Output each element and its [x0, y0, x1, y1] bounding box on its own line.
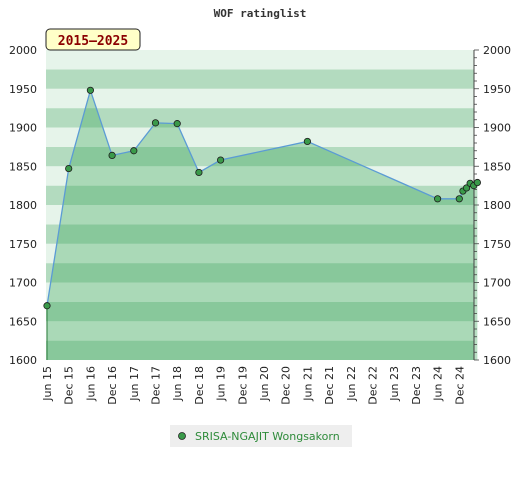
grid-band	[46, 69, 474, 89]
x-tick-label: Dec 20	[280, 366, 293, 405]
y-tick-label-right: 1750	[483, 238, 511, 251]
x-tick-label: Dec 23	[410, 366, 423, 405]
grid-band	[46, 108, 474, 128]
y-tick-label: 1950	[9, 83, 37, 96]
plot-background-bands	[46, 50, 474, 360]
grid-band	[46, 321, 474, 341]
y-tick-label: 1750	[9, 238, 37, 251]
y-tick-label: 1600	[9, 354, 37, 367]
y-axis-right: 1600 1650 1700 1750 1800 1850 1900 1950 2000	[473, 44, 511, 367]
period-label: 2015–2025	[58, 34, 128, 49]
chart-title: WOF ratinglist	[214, 7, 307, 20]
grid-band	[46, 166, 474, 186]
x-tick-label: Dec 17	[150, 366, 163, 405]
grid-band	[46, 263, 474, 283]
y-tick-label: 1800	[9, 199, 37, 212]
grid-band	[46, 301, 474, 322]
grid-band	[46, 127, 474, 147]
x-tick-label: Jun 17	[128, 366, 141, 402]
data-point[interactable]: 2019-06: 1858	[217, 156, 225, 164]
x-tick-label: Jun 20	[258, 366, 271, 402]
data-point[interactable]: 2024-12: 1808	[455, 195, 463, 203]
y-tick-label-right: 1650	[483, 315, 511, 328]
y-tick-label-right: 1600	[483, 354, 511, 367]
y-tick-label: 1650	[9, 315, 37, 328]
grid-band	[46, 146, 474, 167]
grid-band	[46, 50, 474, 70]
data-point[interactable]: 2016-06: 1948	[86, 86, 95, 94]
y-tick-label: 2000	[9, 44, 37, 57]
grid-band	[46, 340, 474, 360]
period-box: 2015–2025	[45, 28, 141, 51]
grid-band	[46, 224, 474, 244]
rating-area	[46, 90, 478, 361]
x-tick-label: Dec 19	[236, 366, 249, 405]
data-point[interactable]: 2015-12: 1847	[65, 164, 73, 173]
x-tick-label: Jun 18	[171, 366, 184, 402]
y-tick-label-right: 1950	[483, 83, 511, 96]
x-tick-label: Dec 22	[367, 366, 380, 405]
data-point[interactable]: 2025-02: 1822	[462, 184, 471, 192]
y-tick-label-right: 2000	[483, 44, 511, 57]
x-tick-label: Dec 24	[453, 366, 466, 405]
legend-entry: SRISA-NGAJIT Wongsakorn	[195, 430, 340, 443]
grid-band	[46, 88, 474, 109]
data-point[interactable]: 2025-05: 1829	[473, 178, 481, 187]
x-tick-label: Jun 16	[84, 366, 97, 402]
x-tick-label: Jun 24	[432, 366, 445, 402]
x-tick-label: Jun 15	[41, 366, 54, 402]
data-point[interactable]: 2018-06: 1905	[173, 120, 181, 128]
x-tick-label: Jun 21	[301, 366, 314, 402]
x-tick-label: Jun 19	[215, 366, 228, 402]
x-tick-label: Dec 18	[193, 366, 206, 405]
x-tick-label: Jun 22	[345, 366, 358, 402]
rating-points: 2015-06: 1670 2015-12: 1847 2016-06: 1948 2…	[43, 86, 481, 310]
grid-band	[46, 243, 474, 264]
x-axis: Jun 15 Dec 15 Jun 16 Dec 16 Jun 17 Dec 17 Jun …	[41, 366, 466, 405]
y-tick-label-right: 1850	[483, 160, 511, 173]
y-axis-left: 1600 1650 1700 1750 1800 1850 1900 1950 2000	[9, 44, 37, 367]
y-tick-label-right: 1700	[483, 277, 511, 290]
data-point[interactable]: 2021-06: 1882	[303, 137, 311, 146]
y-tick-label-right: 1800	[483, 199, 511, 212]
grid-band	[46, 185, 474, 205]
rating-area-fill	[47, 90, 478, 361]
y-tick-label: 1900	[9, 122, 37, 135]
data-point[interactable]: 2017-06: 1870	[130, 147, 138, 155]
data-point[interactable]: 2017-12: 1906	[151, 119, 160, 127]
data-point[interactable]: 2016-12: 1864	[108, 151, 116, 159]
data-point[interactable]: 2024-06: 1808	[433, 195, 442, 203]
grid-band	[46, 205, 474, 225]
grid-band	[46, 282, 474, 302]
data-point[interactable]: 2015-06: 1670	[43, 302, 51, 310]
y-tick-label: 1700	[9, 277, 37, 290]
legend: SRISA-NGAJIT Wongsakorn	[170, 425, 352, 447]
data-point[interactable]: 2018-12: 1842	[195, 168, 203, 177]
x-tick-label: Dec 16	[106, 366, 119, 405]
legend-marker-icon	[178, 432, 186, 440]
x-tick-label: Jun 23	[388, 366, 401, 402]
x-tick-label: Dec 21	[323, 366, 336, 405]
y-tick-label: 1850	[9, 160, 37, 173]
x-tick-label: Dec 15	[63, 366, 76, 405]
y-tick-label-right: 1900	[483, 122, 511, 135]
